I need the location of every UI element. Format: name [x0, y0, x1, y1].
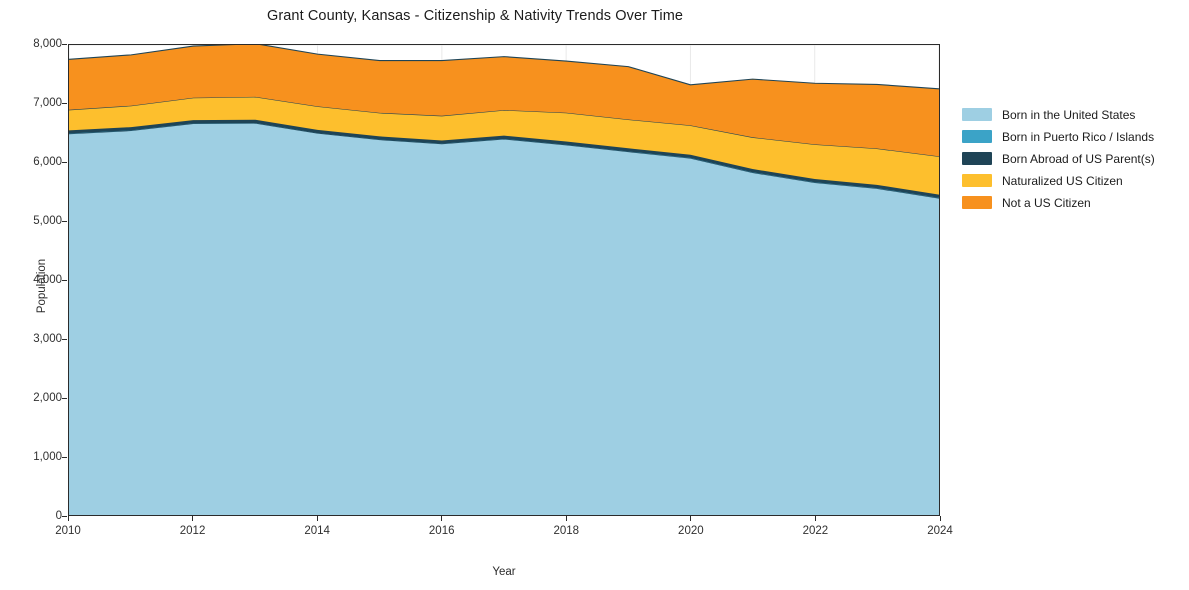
page-title: Grant County, Kansas - Citizenship & Nat… [266, 8, 684, 24]
legend-color-swatch [962, 130, 992, 143]
legend-item-label: Naturalized US Citizen [1002, 173, 1123, 188]
y-tick-label: 6,000 [33, 156, 62, 168]
y-tick-label: 3,000 [33, 333, 62, 345]
legend-color-swatch [962, 196, 992, 209]
y-tick-mark [62, 397, 67, 399]
y-tick-mark [62, 220, 67, 222]
legend-color-swatch [962, 152, 992, 165]
y-tick-label: 0 [55, 510, 62, 522]
y-tick-mark [62, 515, 67, 517]
legend-color-swatch [962, 174, 992, 187]
x-tick-mark [939, 516, 941, 521]
legend-item[interactable]: Born Abroad of US Parent(s) [962, 148, 1184, 169]
legend-item[interactable]: Born in Puerto Rico / Islands [962, 126, 1184, 147]
x-tick-mark [316, 516, 318, 521]
x-tick-label: 2022 [802, 525, 829, 537]
legend-item-label: Born in the United States [1002, 107, 1136, 122]
y-tick-label: 4,000 [33, 274, 62, 286]
y-tick-label: 7,000 [33, 97, 62, 109]
y-tick-mark [62, 456, 67, 458]
x-axis-ticks: 2010 2012 2014 2016 2018 2020 2022 2024 [55, 516, 953, 546]
x-tick-mark [67, 516, 69, 521]
area-series [69, 96, 939, 195]
legend-item-label: Not a US Citizen [1002, 195, 1091, 210]
area-series-edge [69, 45, 939, 90]
x-tick-mark [192, 516, 194, 521]
y-tick-mark [62, 279, 67, 281]
x-tick-mark [441, 516, 443, 521]
y-axis-ticks: 0 1,000 2,000 3,000 4,000 5,000 6,000 7,000 8,00… [0, 38, 67, 522]
area-series [69, 45, 939, 157]
area-series [69, 123, 939, 515]
x-tick-label: 2012 [179, 525, 206, 537]
x-tick-label: 2014 [304, 525, 330, 537]
legend-item[interactable]: Naturalized US Citizen [962, 170, 1184, 191]
x-axis-label: Year [492, 566, 516, 578]
y-tick-label: 2,000 [33, 392, 62, 404]
chart-legend: Born in the United States Born in Puerto … [962, 104, 1184, 214]
y-tick-label: 1,000 [33, 451, 62, 463]
y-tick-label: 8,000 [33, 38, 62, 50]
x-tick-mark [814, 516, 816, 521]
x-tick-label: 2018 [553, 525, 580, 537]
x-tick-label: 2020 [678, 525, 704, 537]
y-tick-label: 5,000 [33, 215, 62, 227]
y-tick-mark [62, 102, 67, 104]
x-tick-label: 2010 [55, 525, 81, 537]
y-tick-mark [62, 338, 67, 340]
y-tick-mark [62, 43, 67, 45]
legend-item-label: Born Abroad of US Parent(s) [1002, 151, 1155, 166]
legend-color-swatch [962, 108, 992, 121]
x-tick-mark [565, 516, 567, 521]
stacked-area-series [69, 45, 939, 515]
legend-item[interactable]: Not a US Citizen [962, 192, 1184, 213]
legend-item[interactable]: Born in the United States [962, 104, 1184, 125]
plot-area [68, 44, 940, 516]
x-tick-label: 2024 [927, 525, 953, 537]
x-tick-label: 2016 [428, 525, 455, 537]
x-tick-mark [690, 516, 692, 521]
legend-item-label: Born in Puerto Rico / Islands [1002, 129, 1155, 144]
plot-inner [69, 45, 939, 515]
y-tick-mark [62, 161, 67, 163]
